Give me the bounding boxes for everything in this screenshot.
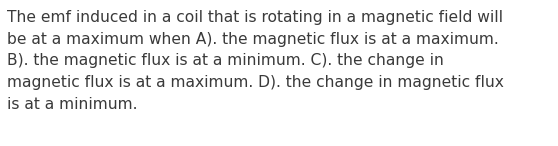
Text: The emf induced in a coil that is rotating in a magnetic field will
be at a maxi: The emf induced in a coil that is rotati… <box>7 10 504 112</box>
